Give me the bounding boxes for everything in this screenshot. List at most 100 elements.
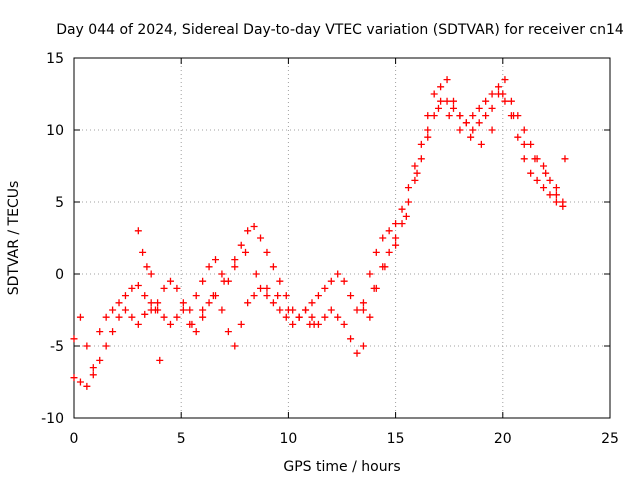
data-point [533,176,541,184]
data-point [469,126,477,134]
data-point [231,342,239,350]
data-point [475,104,483,112]
data-point [437,97,445,105]
data-point [160,313,168,321]
data-point [224,328,232,336]
data-point [147,299,155,307]
data-point [276,277,284,285]
data-point [209,292,217,300]
data-point [381,263,389,271]
data-point [359,342,367,350]
data-point [561,155,569,163]
data-point [424,133,432,141]
data-point [546,191,554,199]
data-point [559,202,567,210]
data-point [514,133,522,141]
data-point [134,227,142,235]
data-point [244,299,252,307]
x-tick-label: 10 [279,431,297,447]
data-point [188,320,196,328]
data-point [76,313,84,321]
data-point [495,83,503,91]
data-point [166,277,174,285]
data-point [411,176,419,184]
data-point [501,76,509,84]
data-point [527,140,535,148]
data-point [173,313,181,321]
data-point [109,306,117,314]
data-point [542,169,550,177]
data-point [134,282,142,290]
data-point [121,306,129,314]
data-point [449,104,457,112]
data-point [295,313,303,321]
data-point [366,313,374,321]
y-tick-label: 5 [55,195,64,211]
series-track-a [70,76,567,372]
data-point [510,112,518,120]
data-point [424,126,432,134]
data-point [385,248,393,256]
data-point [340,277,348,285]
data-point [205,263,213,271]
data-point [166,320,174,328]
data-point [237,241,245,249]
data-point [250,222,258,230]
x-tick-label: 5 [177,431,186,447]
data-point [552,184,560,192]
data-point [192,292,200,300]
data-point [552,191,560,199]
data-point [218,270,226,278]
data-point [141,310,149,318]
data-point [398,205,406,213]
data-point [109,328,117,336]
data-point [252,270,260,278]
data-point [199,306,207,314]
data-point [347,335,355,343]
data-point [308,313,316,321]
data-point [327,306,335,314]
data-point [417,155,425,163]
data-point [488,90,496,98]
data-point [284,306,292,314]
x-axis-label: GPS time / hours [283,459,400,475]
data-point [199,313,207,321]
data-point [173,284,181,292]
data-point [83,382,91,390]
data-point [141,292,149,300]
data-point [520,140,528,148]
data-point [552,198,560,206]
x-tick-label: 0 [70,431,79,447]
data-point [314,292,322,300]
data-point [424,112,432,120]
data-point [359,299,367,307]
data-point [102,313,110,321]
data-point [310,320,318,328]
data-point [334,313,342,321]
data-point [231,263,239,271]
data-point [76,378,84,386]
data-point [151,306,159,314]
data-point [430,112,438,120]
y-tick-label: -5 [50,339,64,355]
data-point [370,284,378,292]
data-point [392,220,400,228]
data-point [263,248,271,256]
grid [74,58,610,418]
data-point [96,328,104,336]
data-point [501,97,509,105]
data-point [115,313,123,321]
data-point [540,162,548,170]
data-point [96,356,104,364]
data-point [156,356,164,364]
data-point [398,220,406,228]
data-point [443,76,451,84]
chart-title: Day 044 of 2024, Sidereal Day-to-day VTE… [56,22,624,38]
data-point [269,299,277,307]
data-point [531,155,539,163]
data-point [353,306,361,314]
data-point [282,292,290,300]
data-point [327,277,335,285]
data-point [467,133,475,141]
